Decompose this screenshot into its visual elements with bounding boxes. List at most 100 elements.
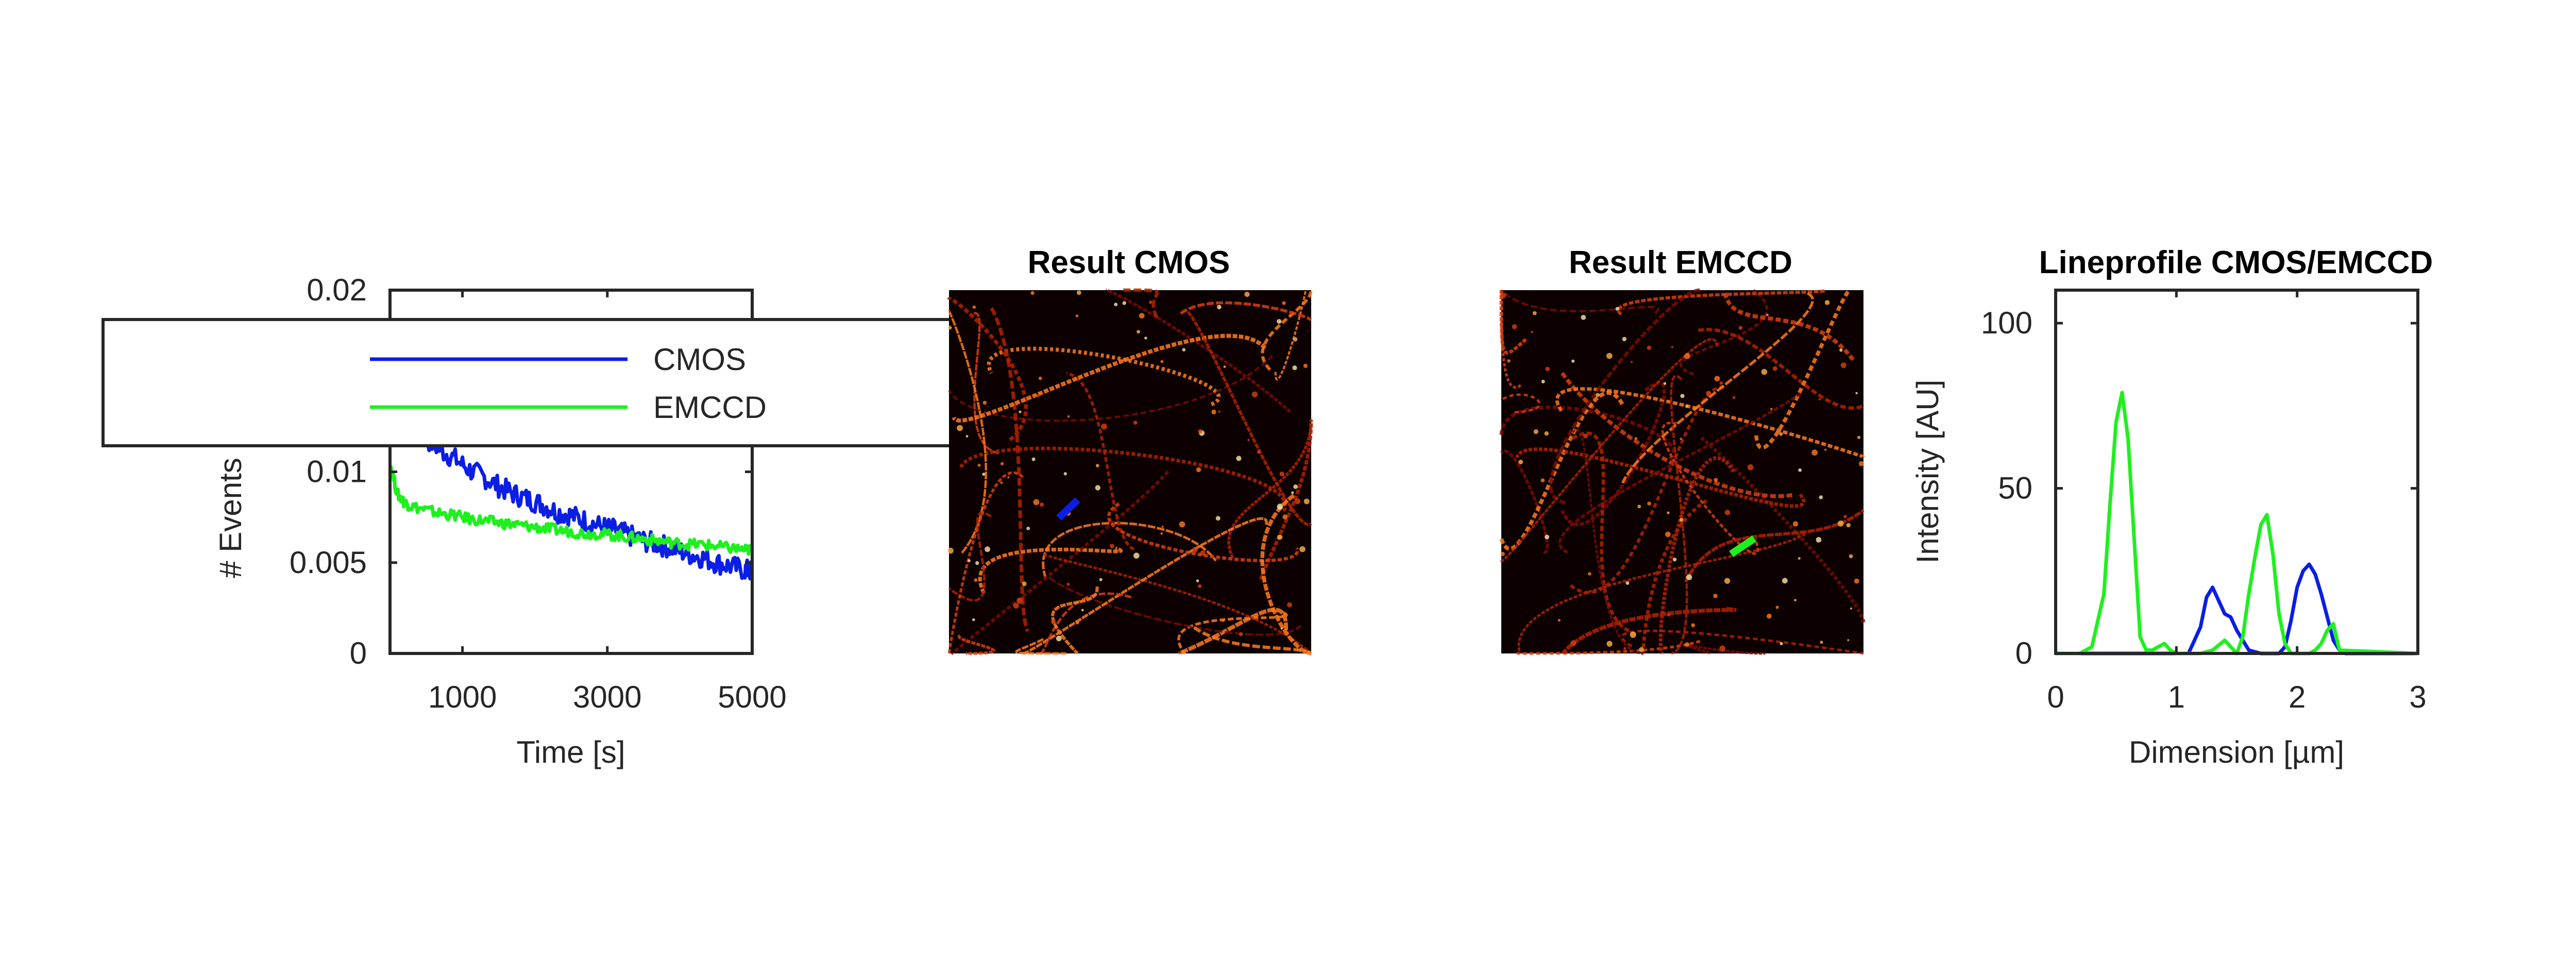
cmos-spot [1282, 301, 1286, 305]
emccd-spot [1581, 315, 1586, 320]
cmos-spot [1160, 532, 1163, 535]
emccd-spot [1625, 581, 1630, 585]
emccd-spot [1837, 520, 1844, 527]
emccd-spot [1798, 468, 1802, 472]
events-xtick-label: 1000 [428, 680, 497, 714]
emccd-spot [1639, 647, 1645, 652]
emccd-filament [1500, 290, 1522, 389]
cmos-spot [1038, 376, 1042, 380]
cmos-spot [1122, 301, 1126, 305]
emccd-spot [1854, 578, 1859, 584]
emccd-spot [1857, 435, 1861, 439]
profile-ytick-label: 50 [1998, 471, 2032, 506]
emccd-spot [1671, 346, 1673, 348]
emccd-filament [1661, 422, 1759, 555]
emccd-spot [1724, 510, 1731, 515]
emccd-spot [1846, 523, 1851, 528]
emccd-spot [1818, 398, 1821, 401]
cmos-spot [1196, 467, 1201, 473]
emccd-spot [1747, 464, 1754, 471]
emccd-spot [1685, 642, 1690, 647]
cmos-spot [1001, 462, 1004, 465]
cmos-filament [1260, 494, 1312, 656]
cmos-spot [1101, 423, 1107, 430]
profile-ytick-label: 100 [1981, 306, 2032, 340]
events-series-emccd [388, 464, 754, 556]
emccd-spot [1719, 381, 1723, 385]
emccd-spot [1761, 368, 1768, 375]
cmos-spot [1022, 581, 1027, 586]
emccd-spot [1647, 501, 1651, 506]
cmos-spot [972, 618, 975, 622]
cmos-profile-line-marker [1056, 497, 1080, 521]
cmos-spot [982, 400, 987, 405]
cmos-spot [1037, 394, 1040, 397]
emccd-spot [1606, 641, 1613, 647]
cmos-filament [957, 634, 995, 655]
emccd-filament [1754, 288, 1851, 450]
emccd-spot [1794, 599, 1797, 602]
emccd-spot [1631, 361, 1633, 363]
cmos-spot [1182, 348, 1186, 351]
emccd-filament [1621, 629, 1864, 655]
cmos-spot [982, 473, 986, 476]
emccd-spot [1767, 613, 1772, 619]
emccd-profile-line-marker [1729, 535, 1756, 557]
cmos-spot [965, 435, 969, 438]
cmos-filament [958, 446, 1287, 512]
cmos-spot [968, 559, 971, 562]
emccd-spot [1713, 594, 1718, 598]
emccd-spot [1665, 531, 1671, 538]
emccd-filament [1658, 456, 1736, 654]
profile-xtick-label: 3 [2409, 680, 2426, 714]
emccd-filament [1561, 381, 1666, 527]
emccd-spot [1634, 437, 1638, 440]
cmos-spot [1222, 619, 1225, 622]
cmos-spot [1287, 602, 1292, 608]
cmos-spot [1257, 450, 1261, 454]
emccd-spot [1637, 505, 1641, 509]
emccd-filament [1561, 607, 1737, 655]
emccd-image-title: Result EMCCD [1569, 245, 1792, 280]
emccd-spot [1766, 313, 1769, 316]
profile-xtick-label: 1 [2168, 680, 2185, 714]
emccd-spot [1839, 348, 1843, 352]
cmos-spot [975, 561, 979, 565]
cmos-filament [1187, 311, 1312, 526]
cmos-spot [1056, 635, 1062, 642]
cmos-spot [1016, 597, 1023, 604]
emccd-spot [1667, 511, 1670, 514]
cmos-filament [1043, 553, 1312, 654]
cmos-spot [1026, 527, 1030, 530]
emccd-spot [1684, 353, 1690, 359]
cmos-filament [947, 297, 1028, 442]
cmos-spot [1251, 391, 1258, 397]
emccd-spot [1533, 429, 1538, 434]
events-xtick-label: 3000 [573, 680, 641, 714]
cmos-spot [1144, 337, 1147, 340]
cmos-filament [1177, 611, 1288, 654]
events-ticks: 1000 3000 5000 0 0.005 0.01 0.02 [290, 273, 787, 714]
emccd-spot [1532, 311, 1537, 315]
emccd-filament [1670, 375, 1688, 655]
emccd-spot [1811, 449, 1818, 456]
emccd-filament [1499, 391, 1624, 551]
cmos-spot [1200, 550, 1206, 556]
profile-ytick-label: 0 [2015, 636, 2032, 670]
cmos-spot [1239, 632, 1243, 636]
cmos-filament [1123, 288, 1159, 319]
profile-series-cmos [2056, 562, 2418, 656]
cmos-spot [1294, 498, 1301, 505]
legend-emccd-label: EMCCD [653, 390, 767, 425]
cmos-filament [1066, 372, 1135, 551]
emccd-spot [1679, 517, 1684, 522]
cmos-filament [1178, 608, 1288, 656]
cmos-spot [1277, 534, 1283, 540]
emccd-spot [1672, 558, 1677, 562]
emccd-spot [1623, 647, 1626, 650]
emccd-filament [1684, 509, 1865, 583]
cmos-filaments [947, 288, 1313, 656]
emccd-spot [1847, 639, 1850, 642]
cmos-spot [1007, 476, 1010, 479]
